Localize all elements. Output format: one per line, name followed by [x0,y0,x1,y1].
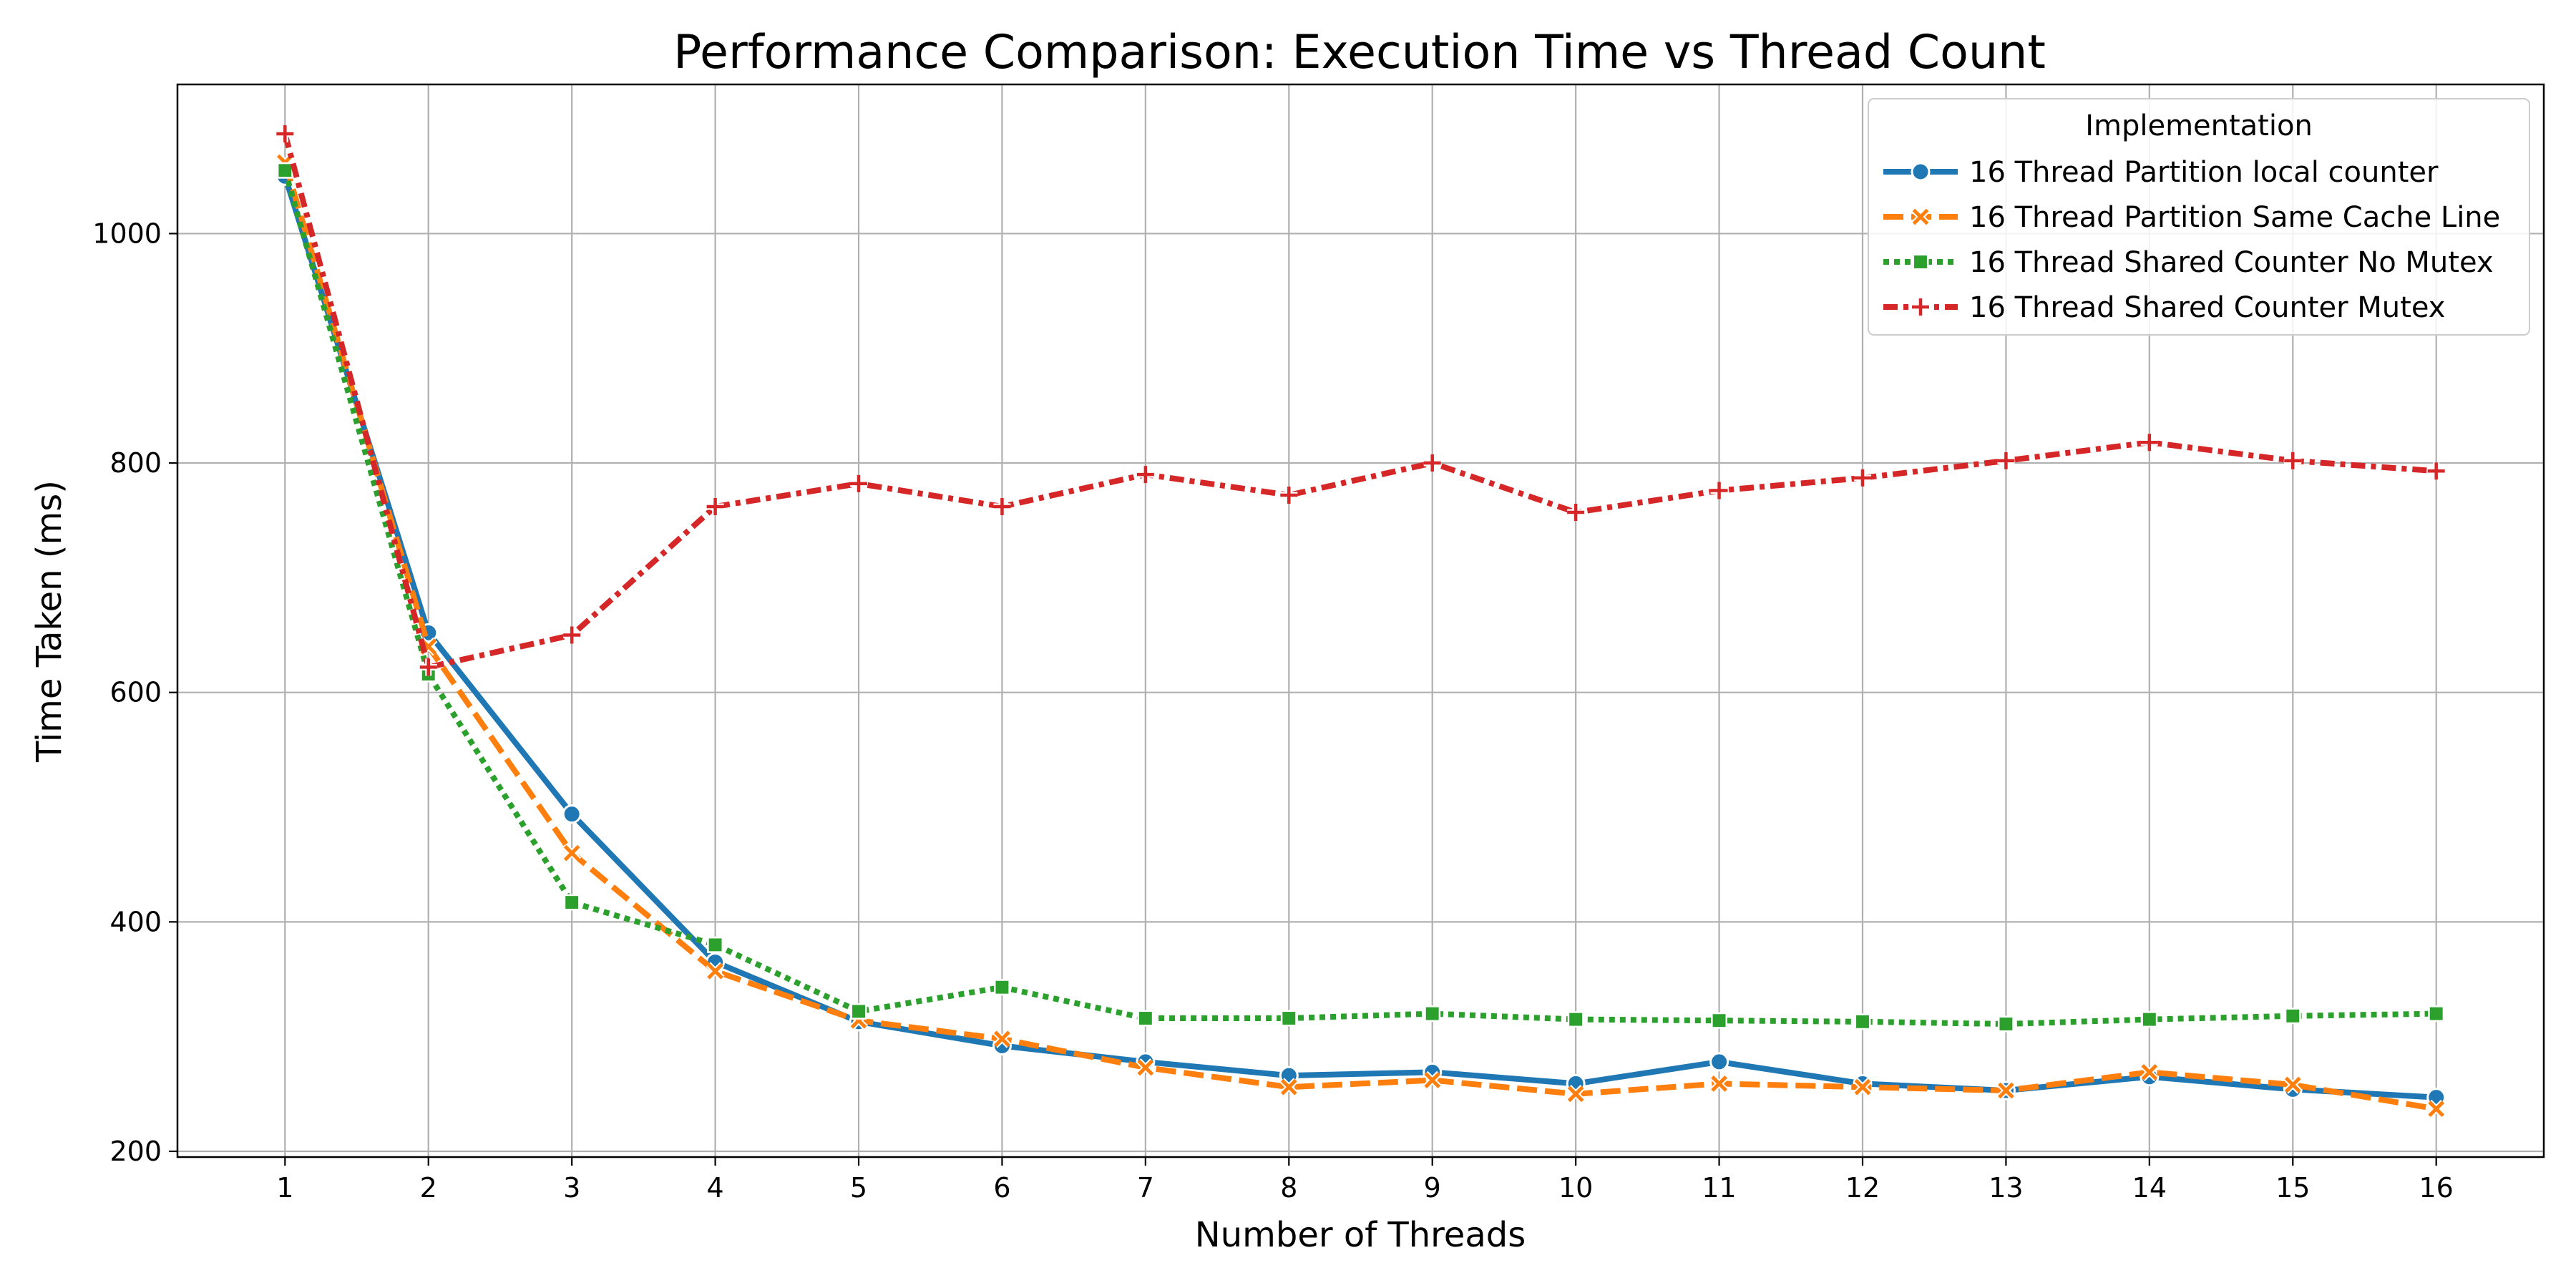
legend-marker [1912,298,1929,316]
data-point [1711,1012,1728,1029]
data-point [1136,466,1154,484]
y-tick-label: 1000 [92,218,162,249]
legend-items: 16 Thread Partition local counter 16 Thre… [1883,156,2500,324]
data-point [276,125,294,142]
data-point [1710,482,1728,499]
x-tick-label: 3 [563,1172,580,1204]
legend-title: Implementation [2085,109,2313,142]
x-tick-label: 10 [1558,1172,1593,1204]
series-layer [275,125,2446,1118]
data-point [850,1002,867,1020]
legend-label: 16 Thread Shared Counter No Mutex [1969,246,2494,279]
x-tick-label: 13 [1989,1172,2023,1204]
data-point [562,804,582,824]
data-point [1997,1015,2014,1033]
data-point [2426,1099,2446,1118]
legend-item: 16 Thread Partition local counter [1883,156,2439,189]
plot-area [176,83,2545,1158]
data-point [706,497,724,515]
x-axis: 1 2 3 4 5 6 7 8 9 10 11 12 13 14 15 16 [276,1157,2454,1204]
y-tick-label: 800 [109,447,162,479]
data-point [1853,1078,1872,1096]
data-point [2283,1075,2303,1094]
y-axis: 200 400 600 800 1000 [92,218,177,1167]
data-point [1423,1070,1442,1090]
legend: Implementation 16 Thread Partition local… [1868,98,2530,336]
y-tick-label: 400 [109,906,162,937]
chart-title: Performance Comparison: Execution Time v… [673,26,2046,79]
data-point [850,474,868,492]
y-axis-label: Time Taken (ms) [29,480,69,763]
data-point [1280,486,1298,504]
series-line [282,132,2436,670]
data-point [1567,1011,1584,1028]
data-point [2428,1005,2445,1023]
data-point [1423,454,1441,472]
x-tick-label: 15 [2275,1172,2310,1204]
data-point [1279,1078,1299,1096]
data-point [1136,1058,1155,1077]
data-point [1567,503,1585,521]
x-tick-label: 14 [2132,1172,2167,1204]
legend-label: 16 Thread Shared Counter Mutex [1969,291,2445,324]
data-point [1137,1010,1154,1027]
data-point [1996,1081,2016,1100]
data-point [1997,452,2015,469]
x-tick-label: 4 [706,1172,723,1204]
data-point [419,658,437,676]
data-point [992,1030,1012,1048]
legend-label: 16 Thread Partition Same Cache Line [1969,201,2500,234]
data-point [1709,1052,1729,1072]
legend-frame [1868,98,2530,336]
data-point [2284,1008,2301,1025]
x-tick-label: 11 [1702,1172,1736,1204]
data-point [993,979,1010,996]
legend-marker [1912,253,1929,270]
data-point [707,936,724,953]
data-point [1566,1085,1585,1103]
x-tick-label: 7 [1137,1172,1154,1204]
data-point [1280,1010,1297,1027]
y-tick-label: 200 [109,1136,162,1167]
legend-item: 16 Thread Partition Same Cache Line [1883,201,2500,234]
data-point [563,626,581,644]
x-tick-label: 2 [420,1172,437,1204]
legend-marker [1911,208,1930,226]
x-tick-label: 6 [993,1172,1010,1204]
grid [177,84,2544,1157]
x-tick-label: 12 [1845,1172,1880,1204]
data-point [2427,462,2445,480]
data-point [993,497,1011,515]
data-point [2284,452,2302,469]
series-line [282,161,2437,1112]
x-tick-label: 9 [1424,1172,1441,1204]
x-axis-label: Number of Threads [1195,1215,1526,1255]
legend-item: 16 Thread Shared Counter Mutex [1883,291,2445,324]
legend-marker [1911,162,1931,182]
x-tick-label: 8 [1280,1172,1297,1204]
data-point [706,962,725,981]
series-4 [276,125,2445,676]
data-point [562,844,581,862]
data-point [563,894,580,911]
data-point [1709,1074,1729,1093]
x-tick-label: 1 [276,1172,293,1204]
data-point [2141,1011,2158,1028]
y-tick-label: 600 [109,677,162,708]
x-tick-label: 5 [850,1172,867,1204]
data-point [276,162,293,179]
data-point [2140,1063,2159,1082]
data-point [1853,469,1871,487]
data-point [2140,434,2158,452]
legend-label: 16 Thread Partition local counter [1969,156,2439,189]
data-point [1424,1005,1441,1023]
data-point [1854,1013,1871,1030]
x-tick-label: 16 [2419,1172,2454,1204]
legend-item: 16 Thread Shared Counter No Mutex [1883,246,2494,279]
